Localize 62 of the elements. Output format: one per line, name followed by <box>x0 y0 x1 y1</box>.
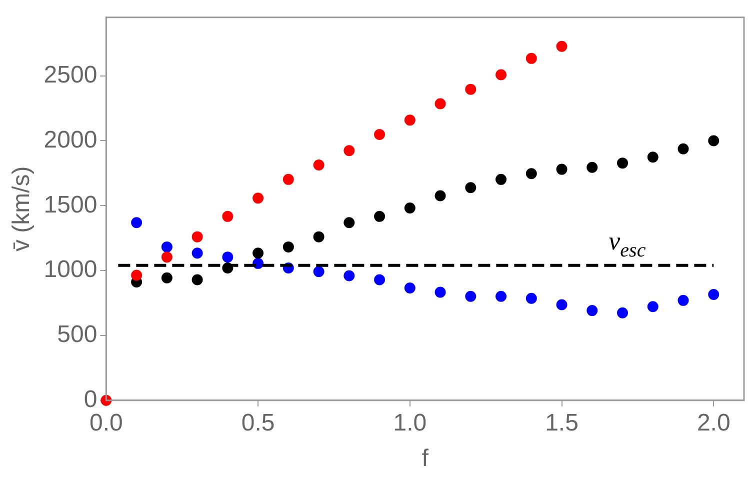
point <box>434 286 446 298</box>
point <box>586 305 598 316</box>
point <box>161 241 172 252</box>
point <box>434 98 446 110</box>
y-axis-title: v̄ (km/s) <box>8 166 36 252</box>
point <box>374 129 386 140</box>
x-tick-label: 2.0 <box>696 409 730 436</box>
point <box>526 52 537 64</box>
point <box>708 135 720 146</box>
y-tick-label: 1000 <box>44 256 98 284</box>
point <box>617 307 628 318</box>
point <box>344 270 355 282</box>
point <box>344 145 355 156</box>
point <box>192 274 203 286</box>
point <box>465 290 476 302</box>
point <box>678 294 689 306</box>
x-tick-label: 1.0 <box>393 409 427 436</box>
point <box>526 292 537 304</box>
point <box>252 248 264 259</box>
point <box>192 248 203 259</box>
point <box>496 290 507 302</box>
point <box>161 252 172 263</box>
point <box>526 168 537 180</box>
point <box>222 210 234 222</box>
point <box>282 241 294 252</box>
point <box>678 143 689 154</box>
point <box>556 40 568 52</box>
point <box>617 158 628 169</box>
point <box>222 252 234 263</box>
point <box>344 217 355 228</box>
point <box>313 160 324 171</box>
y-tick-label: 1500 <box>44 191 98 218</box>
y-tick-label: 2000 <box>44 126 98 154</box>
x-tick-label: 0.5 <box>241 409 275 436</box>
point <box>708 288 720 300</box>
point <box>131 217 142 228</box>
y-tick-label: 500 <box>57 321 98 348</box>
point <box>131 270 142 281</box>
point <box>404 202 416 214</box>
x-tick-label: 1.5 <box>545 409 578 436</box>
point <box>404 114 416 126</box>
point <box>374 274 386 286</box>
point <box>282 174 294 185</box>
point <box>252 192 264 204</box>
point <box>496 69 507 80</box>
point <box>313 266 324 278</box>
point <box>496 174 507 185</box>
point <box>556 164 568 175</box>
point <box>556 299 568 310</box>
point <box>465 182 476 194</box>
point <box>465 84 476 95</box>
point <box>647 301 658 312</box>
point <box>313 231 324 242</box>
point <box>192 231 203 242</box>
point <box>161 272 172 284</box>
point <box>586 162 598 173</box>
point <box>647 152 658 163</box>
point <box>404 282 416 294</box>
x-axis-title: f <box>422 445 429 472</box>
y-tick-label: 2500 <box>44 61 98 88</box>
point <box>434 190 446 202</box>
point <box>374 210 386 222</box>
